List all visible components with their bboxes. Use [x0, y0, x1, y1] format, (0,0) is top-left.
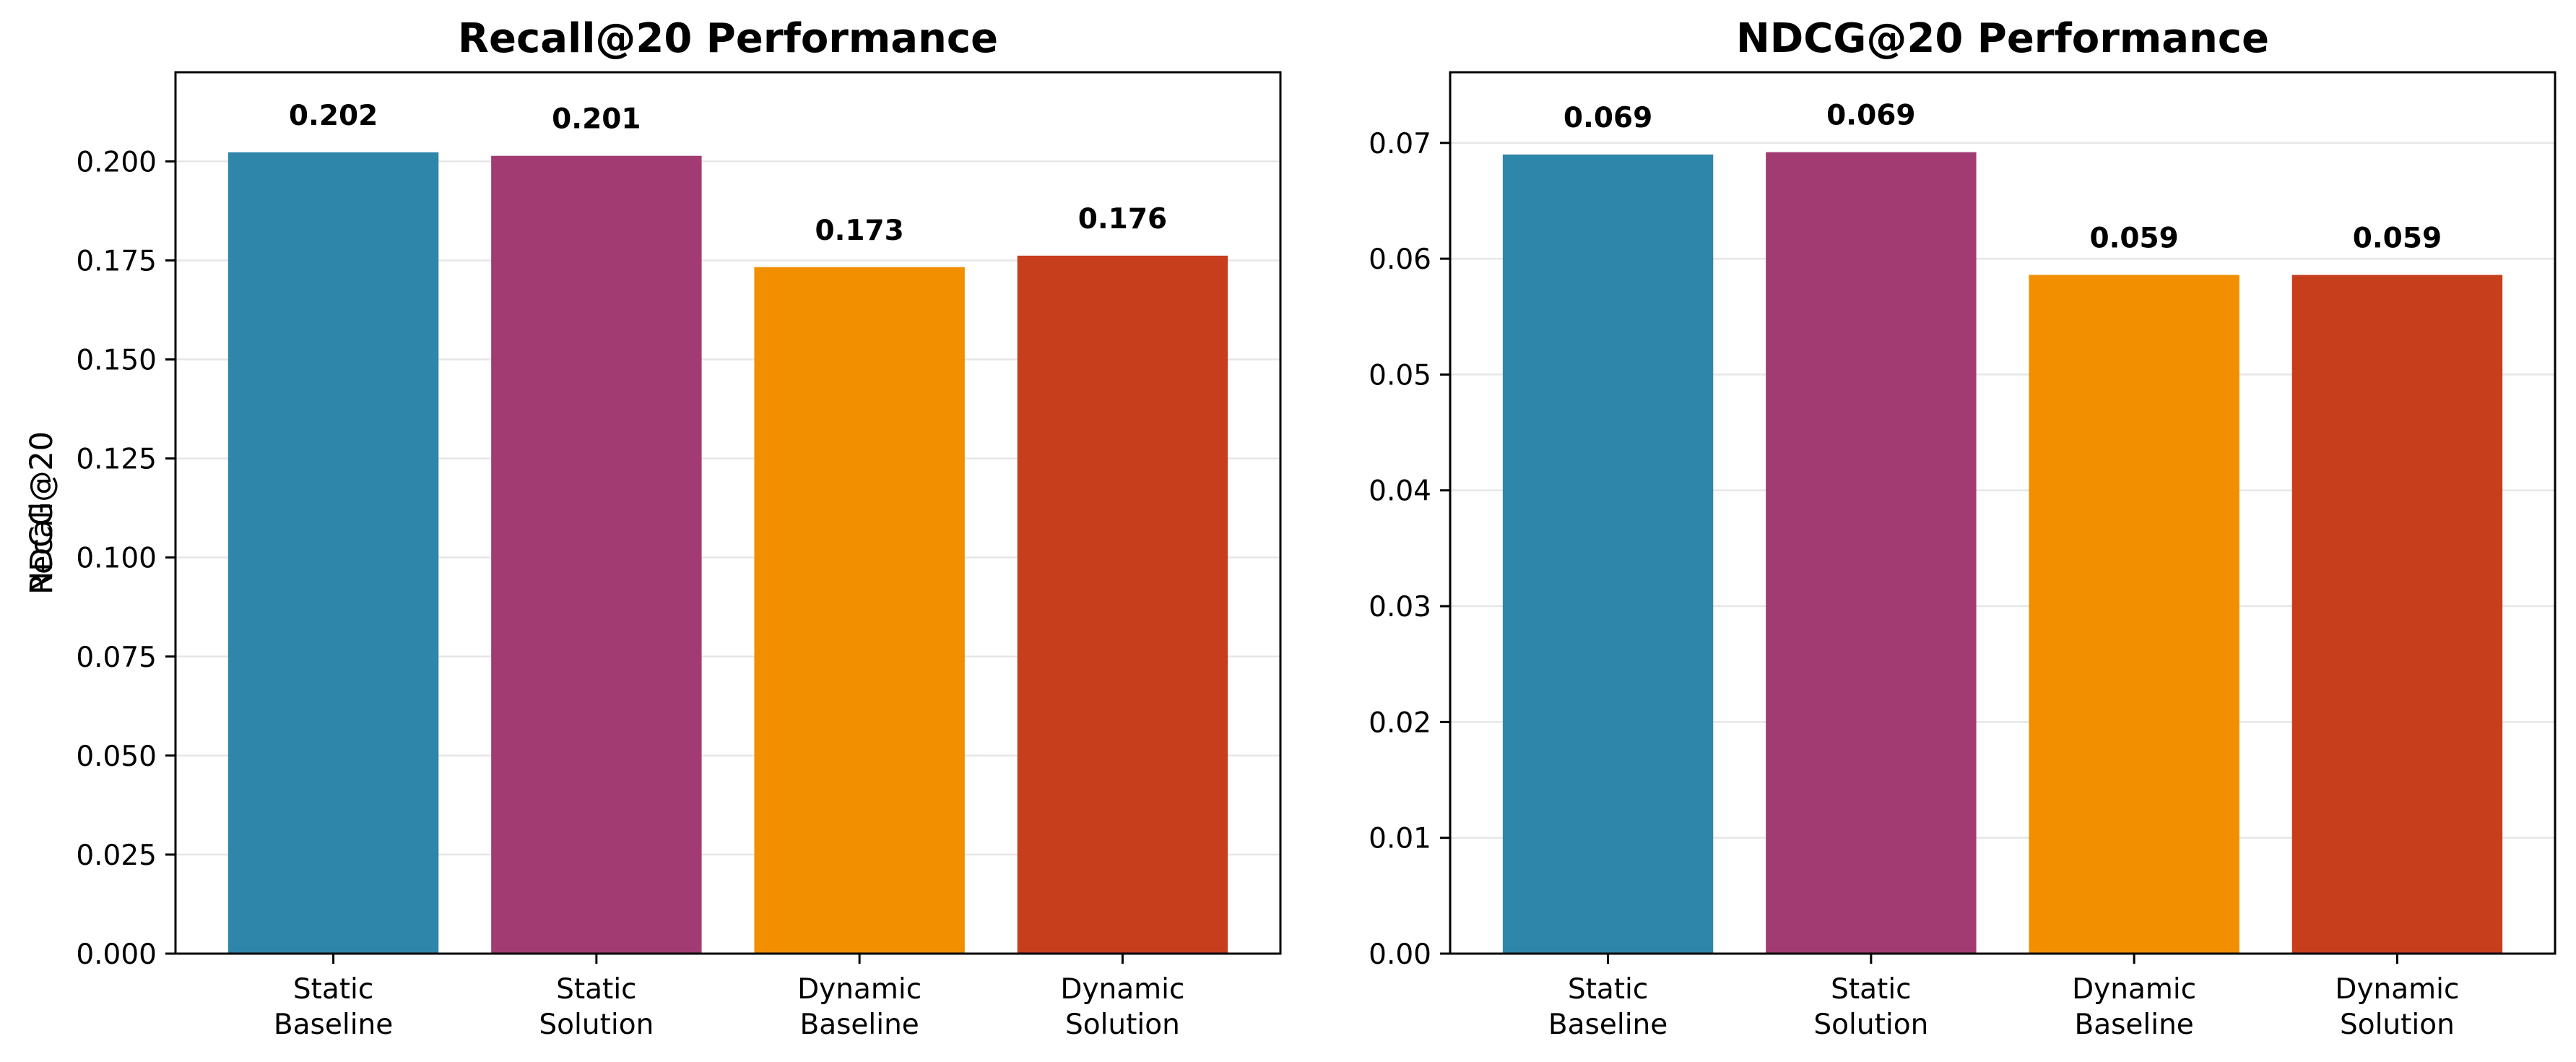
y-tick-label: 0.200 — [76, 146, 157, 178]
chart-title: NDCG@20 Performance — [1736, 15, 2269, 62]
bar — [1017, 255, 1228, 954]
y-axis-label: Recall@20 — [24, 431, 60, 595]
bar-value-label: 0.069 — [1826, 100, 1915, 132]
y-tick-label: 0.04 — [1369, 475, 1431, 508]
x-tick-label: Dynamic Solution — [1060, 973, 1184, 1041]
y-tick-label: 0.000 — [76, 938, 157, 971]
y-tick-label: 0.175 — [76, 245, 157, 277]
y-tick-label: 0.075 — [76, 642, 157, 674]
y-tick-label: 0.03 — [1369, 591, 1431, 623]
y-axis-label: NDCG@20 — [24, 431, 60, 595]
y-tick-label: 0.050 — [76, 741, 157, 773]
bar-value-label: 0.202 — [289, 100, 378, 132]
bar-value-label: 0.201 — [552, 103, 641, 136]
bar — [754, 267, 965, 954]
chart-title: Recall@20 Performance — [458, 15, 998, 62]
bar-value-label: 0.176 — [1078, 203, 1167, 236]
x-tick-label: Static Baseline — [274, 973, 393, 1041]
bar — [2291, 275, 2503, 954]
y-tick-label: 0.01 — [1369, 823, 1431, 855]
ndcg-chart-panel: NDCG@20 Performance NDCG@20 0.069 Static B… — [24, 15, 2557, 1041]
x-tick-label: Static Baseline — [1548, 973, 1668, 1041]
bar — [491, 155, 702, 954]
bar-value-label: 0.059 — [2089, 223, 2178, 255]
recall-chart-panel: Recall@20 Performance Recall@20 0.202 Sta… — [24, 15, 1282, 1041]
x-tick-label: Static Solution — [1813, 973, 1928, 1041]
plot-frame — [174, 71, 1282, 955]
x-tick-label: Dynamic Baseline — [2072, 973, 2196, 1041]
y-tick-label: 0.02 — [1369, 707, 1431, 739]
bar-value-label: 0.069 — [1564, 102, 1652, 134]
bar — [227, 152, 439, 954]
bar — [1766, 152, 1977, 954]
bar — [2029, 275, 2239, 954]
y-tick-label: 0.06 — [1369, 243, 1431, 276]
y-tick-label: 0.07 — [1369, 128, 1431, 160]
plot-frame — [1449, 71, 2557, 955]
y-tick-label: 0.00 — [1369, 938, 1431, 971]
y-tick-label: 0.05 — [1369, 359, 1431, 392]
bar — [1502, 154, 1714, 954]
x-tick-label: Dynamic Solution — [2335, 973, 2459, 1041]
y-tick-label: 0.025 — [76, 839, 157, 872]
bar-value-label: 0.173 — [815, 215, 903, 247]
bar-value-label: 0.059 — [2353, 223, 2442, 255]
y-tick-label: 0.100 — [76, 543, 157, 575]
y-tick-label: 0.150 — [76, 345, 157, 377]
x-tick-label: Dynamic Baseline — [797, 973, 921, 1041]
y-tick-label: 0.125 — [76, 444, 157, 476]
x-tick-label: Static Solution — [539, 973, 654, 1041]
